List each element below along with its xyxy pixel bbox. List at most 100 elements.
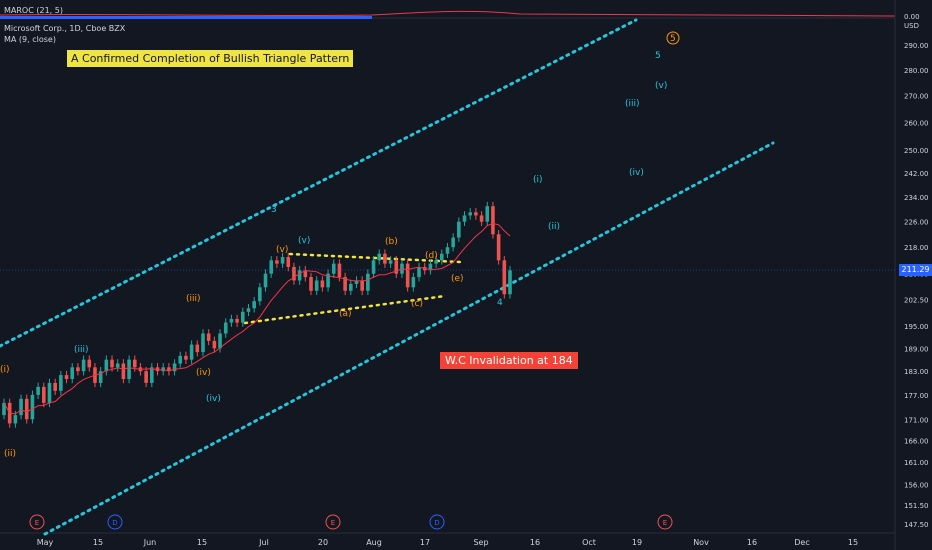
wave-label: 4 bbox=[497, 298, 503, 308]
ma-legend: MA (9, close) bbox=[4, 35, 56, 44]
candle-body bbox=[354, 280, 359, 284]
time-tick-label: 20 bbox=[318, 538, 328, 547]
time-tick-label: Sep bbox=[473, 538, 488, 547]
candle-body bbox=[263, 273, 268, 288]
candle-body bbox=[496, 234, 501, 261]
candle-body bbox=[314, 280, 319, 291]
last-price-tag: 211.29 bbox=[899, 264, 932, 276]
event-marker-label: E bbox=[663, 519, 667, 527]
candle-body bbox=[303, 270, 308, 278]
event-marker-label: D bbox=[434, 519, 439, 527]
event-marker bbox=[429, 514, 445, 530]
price-tick-label: 290.00 bbox=[904, 42, 929, 50]
candle-body bbox=[235, 318, 239, 323]
wave-label: (iv) bbox=[196, 368, 211, 378]
pattern-banner: A Confirmed Completion of Bullish Triang… bbox=[67, 50, 354, 67]
price-tick-label: 242.00 bbox=[904, 170, 929, 178]
time-tick-label: Nov bbox=[693, 538, 709, 547]
candle-body bbox=[275, 260, 279, 264]
candle-body bbox=[269, 260, 274, 274]
candle-body bbox=[115, 363, 120, 368]
candle-body bbox=[161, 367, 165, 372]
candle-body bbox=[246, 308, 251, 312]
candle-body bbox=[178, 355, 183, 364]
event-marker bbox=[29, 514, 45, 530]
price-tick-label: 177.00 bbox=[904, 392, 929, 400]
candle-body bbox=[167, 367, 171, 372]
candles bbox=[2, 201, 512, 428]
candle-body bbox=[485, 206, 490, 222]
indicator-line bbox=[0, 10, 896, 17]
price-axis: 290.00 280.00 270.00 260.00 250.00 242.00 234.… bbox=[904, 42, 929, 529]
candle-body bbox=[428, 263, 433, 271]
candle-body bbox=[280, 257, 285, 264]
wave-label: (d) bbox=[425, 251, 438, 261]
currency-label: USD bbox=[904, 22, 919, 30]
price-tick-label: 218.00 bbox=[904, 244, 929, 252]
wave-label: (iv) bbox=[206, 394, 221, 404]
event-marker bbox=[107, 514, 123, 530]
price-tick-label: 260.00 bbox=[904, 119, 929, 127]
candle-body bbox=[411, 277, 416, 288]
price-tick-label: 171.00 bbox=[904, 416, 929, 424]
candle-body bbox=[36, 386, 40, 395]
time-tick-label: Jun bbox=[143, 538, 157, 547]
triangle-upper-line bbox=[288, 252, 462, 264]
upper-channel-line bbox=[0, 18, 638, 348]
time-tick-label: 19 bbox=[632, 538, 642, 547]
price-tick-label: 161.00 bbox=[904, 459, 929, 467]
wave-label: (ii) bbox=[548, 222, 560, 232]
candle-body bbox=[121, 363, 126, 379]
candle-body bbox=[132, 359, 137, 368]
candle-body bbox=[218, 333, 222, 349]
indicator-axis-value: 0.00 bbox=[904, 13, 920, 21]
candle-body bbox=[479, 215, 484, 222]
candle-body bbox=[309, 277, 313, 291]
candle-body bbox=[189, 344, 194, 360]
candle-body bbox=[297, 270, 302, 281]
wave-label: (ii) bbox=[4, 449, 16, 459]
symbol-legend: Microsoft Corp., 1D, Cboe BZX bbox=[4, 24, 126, 33]
wave-label: (i) bbox=[533, 175, 543, 185]
wave-label: (a) bbox=[339, 309, 352, 319]
time-tick-label: 15 bbox=[93, 538, 103, 547]
wave-label: (e) bbox=[451, 274, 464, 284]
time-tick-label: 15 bbox=[848, 538, 858, 547]
event-marker bbox=[325, 514, 341, 530]
candle-body bbox=[360, 280, 364, 291]
candle-body bbox=[172, 363, 177, 372]
event-marker bbox=[657, 514, 673, 530]
wave-label: 5 bbox=[655, 51, 661, 61]
price-tick-label: 183.00 bbox=[904, 368, 929, 376]
candle-body bbox=[30, 394, 35, 420]
price-tick-label: 166.00 bbox=[904, 437, 929, 445]
candle-body bbox=[405, 263, 410, 288]
ma-line bbox=[3, 222, 511, 415]
price-tick-label: 202.50 bbox=[904, 296, 929, 304]
candle-body bbox=[502, 260, 507, 295]
invalidation-label: W.C Invalidation at 184 bbox=[440, 352, 578, 369]
candle-body bbox=[127, 359, 131, 379]
candle-body bbox=[388, 260, 393, 264]
candle-body bbox=[377, 253, 382, 261]
wave-label: 3 bbox=[271, 205, 277, 215]
candle-body bbox=[2, 402, 6, 416]
candle-body bbox=[371, 260, 376, 274]
price-tick-label: 226.00 bbox=[904, 219, 929, 227]
time-tick-label: Oct bbox=[582, 538, 596, 547]
time-tick-label: May bbox=[37, 538, 54, 547]
candle-body bbox=[383, 253, 387, 264]
candle-body bbox=[326, 273, 330, 288]
candle-body bbox=[468, 212, 473, 216]
wave-5-circle bbox=[666, 31, 680, 45]
time-tick-label: 16 bbox=[530, 538, 540, 547]
wave-label: (c) bbox=[411, 299, 423, 309]
candle-body bbox=[184, 355, 188, 360]
candle-body bbox=[229, 318, 234, 323]
time-tick-label: 16 bbox=[747, 538, 757, 547]
price-tick-label: 195.00 bbox=[904, 323, 929, 331]
candle-body bbox=[331, 263, 336, 274]
wave-label: (v) bbox=[655, 81, 667, 91]
candle-body bbox=[87, 359, 92, 368]
